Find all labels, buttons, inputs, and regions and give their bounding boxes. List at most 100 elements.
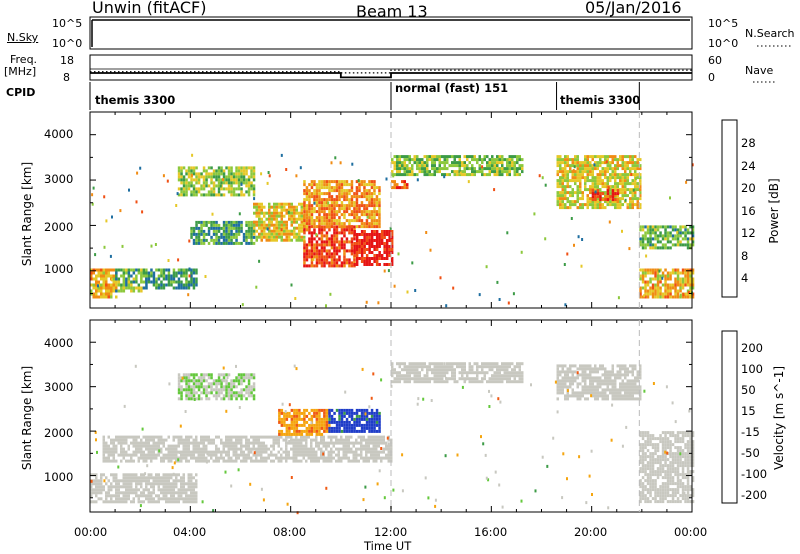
heat-cell xyxy=(614,188,617,192)
heat-cell xyxy=(569,158,572,162)
heat-cell xyxy=(162,268,166,272)
heat-cell xyxy=(182,268,186,272)
heat-cell xyxy=(232,379,236,383)
heat-cell xyxy=(115,479,118,483)
heat-cell xyxy=(120,447,123,451)
heat-cell xyxy=(664,268,667,272)
heat-cell xyxy=(674,228,677,232)
heat-cell xyxy=(360,444,363,448)
heat-cell xyxy=(385,248,389,251)
heat-cell xyxy=(370,192,374,196)
heat-cell xyxy=(345,411,349,415)
heat-cell xyxy=(332,450,335,454)
heat-cell xyxy=(157,485,160,489)
heat-cell xyxy=(373,230,376,233)
heat-cell xyxy=(277,456,280,460)
heat-cell xyxy=(664,231,667,235)
heat-cell xyxy=(230,181,233,185)
heat-cell xyxy=(348,198,351,202)
heat-cell xyxy=(380,450,383,454)
heat-cell xyxy=(285,429,289,433)
heat-cell xyxy=(496,377,499,381)
heat-cell xyxy=(107,286,110,290)
heat-cell xyxy=(147,497,150,501)
heat-cell xyxy=(579,182,582,186)
heat-cell xyxy=(160,497,163,501)
heat-cell xyxy=(631,197,634,201)
heat-cell xyxy=(426,380,429,384)
heat-cell xyxy=(328,186,331,190)
heat-cell xyxy=(574,200,577,204)
heat-cell xyxy=(220,166,223,170)
heat-cell xyxy=(355,189,359,193)
heat-cell xyxy=(140,277,143,281)
heat-cell xyxy=(323,183,326,187)
heat-cell xyxy=(132,286,136,290)
heat-cell xyxy=(636,161,639,165)
heat-cell xyxy=(145,268,148,272)
heat-cell xyxy=(347,450,350,454)
heat-cell xyxy=(446,371,449,375)
heat-cell xyxy=(308,231,311,235)
heat-cell xyxy=(325,207,329,211)
heat-cell xyxy=(115,444,118,448)
heat-cell xyxy=(217,382,221,386)
heat-cell xyxy=(335,441,338,445)
heat-cell xyxy=(352,453,355,457)
heat-cell xyxy=(416,161,419,165)
heat-cell xyxy=(473,362,476,366)
heat-cell xyxy=(579,397,582,401)
heat-cell xyxy=(177,397,181,401)
heat-cell xyxy=(378,216,381,220)
heat-cell xyxy=(125,283,128,287)
heat-cell xyxy=(320,186,324,190)
heat-cell xyxy=(320,432,324,436)
heat-cell xyxy=(355,414,359,418)
heat-cell xyxy=(584,179,587,183)
heat-cell xyxy=(579,373,582,377)
heat-cell xyxy=(160,283,163,287)
scatter-cell xyxy=(258,259,261,263)
heat-cell xyxy=(200,232,203,236)
heat-cell xyxy=(396,155,399,159)
heat-cell xyxy=(596,367,599,371)
heat-cell xyxy=(338,423,341,427)
heat-cell xyxy=(365,204,369,208)
heat-cell xyxy=(375,263,379,266)
heat-cell xyxy=(237,382,241,386)
heat-cell xyxy=(180,459,183,463)
heat-cell xyxy=(222,232,226,236)
heat-cell xyxy=(624,194,627,198)
heat-cell xyxy=(511,380,514,384)
heat-cell xyxy=(358,257,361,260)
heat-cell xyxy=(501,167,504,171)
heat-cell xyxy=(589,200,592,204)
heat-cell xyxy=(621,167,624,171)
heat-cell xyxy=(375,254,379,257)
heat-cell xyxy=(681,243,685,247)
scatter-cell xyxy=(177,258,180,262)
heat-cell xyxy=(493,371,496,375)
heat-cell xyxy=(571,382,574,386)
heat-cell xyxy=(621,197,624,201)
heat-cell xyxy=(659,280,662,284)
heat-cell xyxy=(255,235,258,239)
heat-cell xyxy=(335,420,339,424)
heat-cell xyxy=(232,235,236,239)
heat-cell xyxy=(576,155,579,159)
heat-cell xyxy=(571,200,574,204)
heat-cell xyxy=(564,155,567,159)
heat-cell xyxy=(170,283,173,287)
heat-cell xyxy=(255,208,258,212)
heat-cell xyxy=(581,167,584,171)
heat-cell xyxy=(205,397,208,401)
heat-cell xyxy=(302,438,305,442)
heat-cell xyxy=(145,488,148,492)
heat-cell xyxy=(197,181,201,185)
heat-cell xyxy=(355,245,359,248)
scatter-cell xyxy=(141,210,144,214)
heat-cell xyxy=(165,497,168,501)
heat-cell xyxy=(132,473,135,477)
heat-cell xyxy=(333,261,336,265)
scatter-cell xyxy=(498,298,501,301)
